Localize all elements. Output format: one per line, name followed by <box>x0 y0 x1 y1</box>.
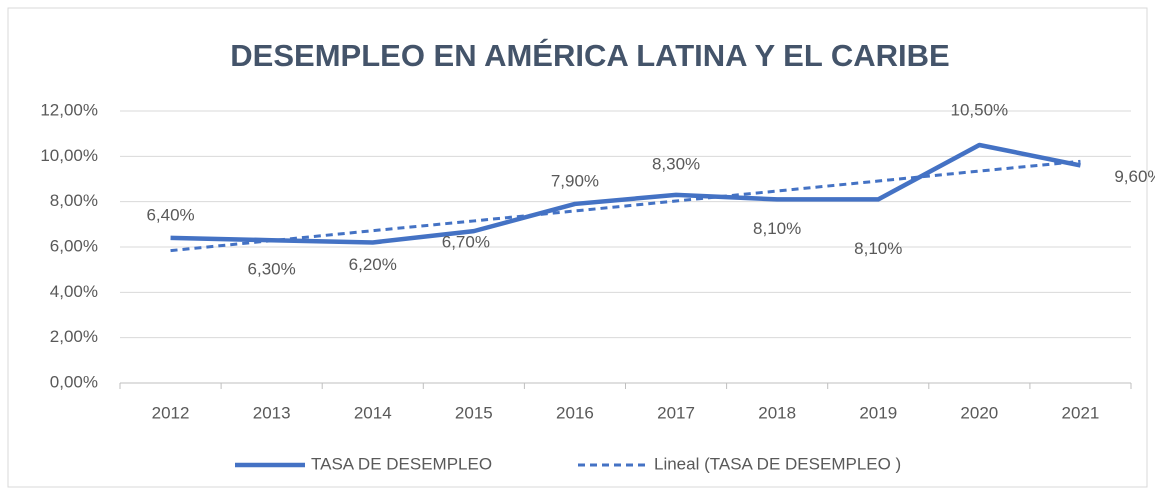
y-tick-label: 4,00% <box>50 282 98 301</box>
x-tick-label: 2020 <box>960 403 998 422</box>
legend-label: Lineal (TASA DE DESEMPLEO ) <box>654 454 901 473</box>
data-label: 10,50% <box>951 100 1009 119</box>
data-label: 8,10% <box>854 239 902 258</box>
series-line <box>170 159 1081 253</box>
x-tick-label: 2018 <box>758 403 796 422</box>
x-tick-label: 2015 <box>455 403 493 422</box>
x-tick-label: 2013 <box>253 403 291 422</box>
x-tick-label: 2019 <box>859 403 897 422</box>
data-label: 8,10% <box>753 219 801 238</box>
data-label: 6,20% <box>349 255 397 274</box>
x-tick-label: 2017 <box>657 403 695 422</box>
series-line <box>170 142 1081 245</box>
y-tick-label: 8,00% <box>50 191 98 210</box>
x-tick-label: 2021 <box>1062 403 1100 422</box>
data-label: 7,90% <box>551 171 599 190</box>
data-label: 8,30% <box>652 154 700 173</box>
data-label: 6,70% <box>442 233 490 252</box>
legend-label: TASA DE DESEMPLEO <box>311 454 492 473</box>
data-label: 6,30% <box>248 260 296 279</box>
x-tick-label: 2012 <box>152 403 190 422</box>
chart-title: DESEMPLEO EN AMÉRICA LATINA Y EL CARIBE <box>230 38 949 73</box>
y-tick-label: 12,00% <box>40 100 98 119</box>
data-label: 9,60% <box>1114 167 1155 186</box>
data-label: 6,40% <box>146 205 194 224</box>
x-tick-label: 2014 <box>354 403 392 422</box>
x-tick-label: 2016 <box>556 403 594 422</box>
y-tick-label: 6,00% <box>50 236 98 255</box>
y-tick-label: 10,00% <box>40 146 98 165</box>
y-tick-label: 0,00% <box>50 372 98 391</box>
y-tick-label: 2,00% <box>50 327 98 346</box>
